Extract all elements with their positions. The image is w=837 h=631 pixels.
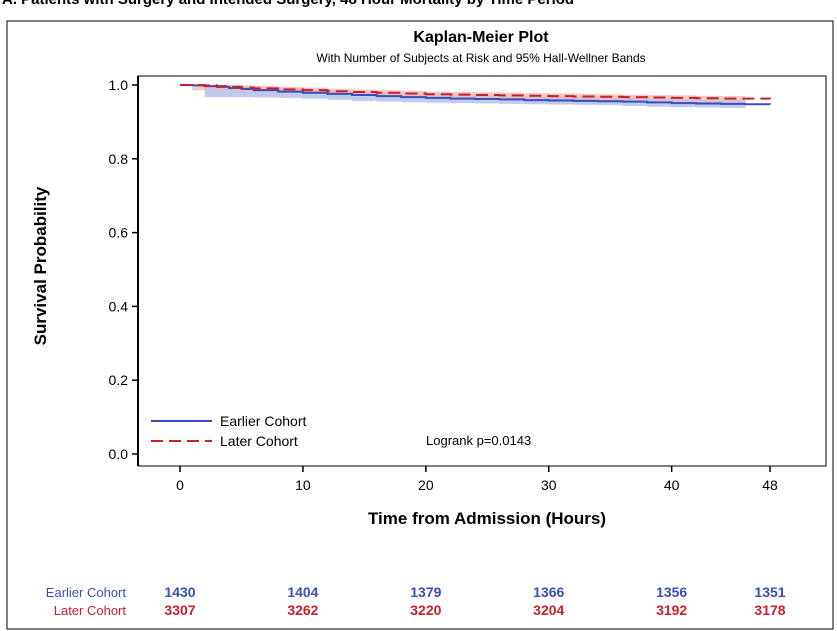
- x-tick-label-1: 10: [295, 477, 311, 493]
- y-tick-label-0: 0.0: [109, 446, 129, 462]
- at-risk-value-0-1: 1404: [287, 584, 318, 600]
- at-risk-value-1-5: 3178: [754, 602, 785, 618]
- x-tick-label-0: 0: [176, 477, 184, 493]
- y-tick-label-3: 0.6: [109, 225, 129, 241]
- panel-title: A. Patients with Surgery and Intended Su…: [2, 0, 574, 8]
- figure-border: [6, 20, 834, 630]
- legend-label-later: Later Cohort: [220, 433, 298, 449]
- legend: Earlier Cohort Later Cohort: [151, 413, 306, 449]
- at-risk-value-0-0: 1430: [164, 584, 195, 600]
- at-risk-table: Earlier Cohort 1430 1404 1379 1366 1356 1351 La…: [46, 584, 786, 618]
- x-axis-title: Time from Admission (Hours): [368, 509, 606, 528]
- at-risk-label-1: Later Cohort: [54, 603, 127, 618]
- curve-later: [180, 84, 771, 100]
- at-risk-value-1-2: 3220: [410, 602, 441, 618]
- at-risk-value-1-3: 3204: [533, 602, 564, 618]
- at-risk-value-0-3: 1366: [533, 584, 564, 600]
- y-tick-label-5: 1.0: [109, 77, 129, 93]
- x-tick-label-3: 30: [541, 477, 557, 493]
- y-axis-title: Survival Probability: [31, 186, 50, 345]
- x-tick-label-2: 20: [418, 477, 434, 493]
- at-risk-value-1-4: 3192: [656, 602, 687, 618]
- legend-label-earlier: Earlier Cohort: [220, 413, 306, 429]
- y-tick-label-2: 0.4: [109, 298, 129, 314]
- at-risk-label-0: Earlier Cohort: [46, 585, 127, 600]
- chart-title: Kaplan-Meier Plot: [413, 29, 549, 46]
- at-risk-value-1-0: 3307: [164, 602, 195, 618]
- plot-area: 0.0 0.2 0.4 0.6 0.8 1.0 0 10 20 30 40 48: [109, 75, 827, 493]
- x-tick-label-4: 40: [664, 477, 680, 493]
- at-risk-value-0-2: 1379: [410, 584, 441, 600]
- at-risk-value-0-5: 1351: [754, 584, 785, 600]
- y-tick-label-4: 0.8: [109, 151, 129, 167]
- axes-frame: [137, 75, 827, 467]
- logrank-annotation: Logrank p=0.0143: [426, 433, 531, 448]
- x-tick-label-5: 48: [762, 477, 778, 493]
- at-risk-value-0-4: 1356: [656, 584, 687, 600]
- y-tick-label-1: 0.2: [109, 372, 129, 388]
- chart-subtitle: With Number of Subjects at Risk and 95% …: [316, 51, 645, 65]
- at-risk-value-1-1: 3262: [287, 602, 318, 618]
